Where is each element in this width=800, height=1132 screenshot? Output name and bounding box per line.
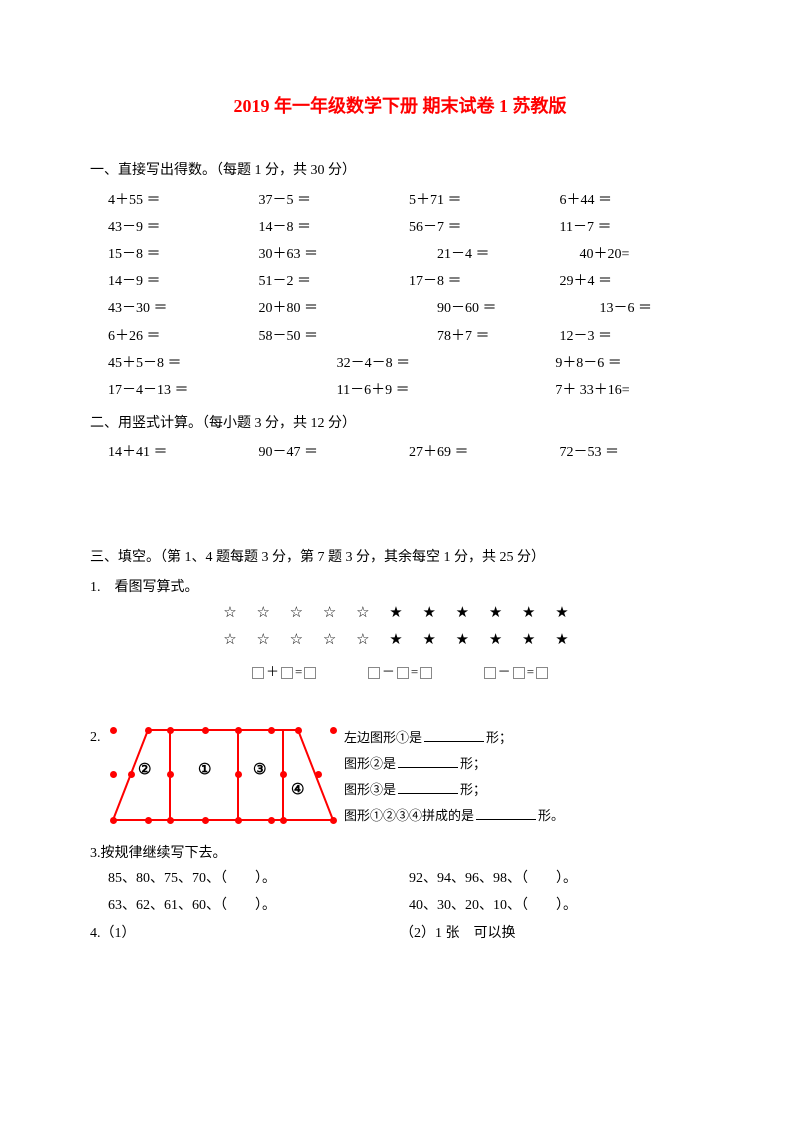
eq: 30＋63 ＝ — [259, 242, 410, 267]
eq: 90－60 ＝ — [409, 296, 560, 321]
eq: 40＋20= — [560, 242, 711, 267]
q2-line: 图形①②③④拼成的是 — [344, 808, 474, 823]
q4a: 4.（1） — [90, 921, 400, 946]
q3: 3.按规律继续写下去。 — [90, 841, 710, 866]
eq: 11－7 ＝ — [560, 215, 711, 240]
eq: 90－47 ＝ — [259, 440, 410, 465]
eq: 27＋69 ＝ — [409, 440, 560, 465]
suffix: 形。 — [538, 808, 564, 823]
eq: 11－6＋9 ＝ — [307, 378, 506, 403]
eq: 37－5 ＝ — [259, 188, 410, 213]
eq: 58－50 ＝ — [259, 324, 410, 349]
eq: 12－3 ＝ — [560, 324, 711, 349]
section-1-head: 一、直接写出得数。（每题 1 分，共 30 分） — [90, 158, 710, 183]
seq: 92、94、96、98、（ ）。 — [409, 866, 710, 891]
eq: 7＋ 33＋16= — [505, 378, 704, 403]
eq: 17－8 ＝ — [409, 269, 560, 294]
q2-num: 2. — [90, 725, 108, 750]
eq: 17－4－13 ＝ — [108, 378, 307, 403]
eq: 15－8 ＝ — [108, 242, 259, 267]
eq: 21－4 ＝ — [409, 242, 560, 267]
suffix: 形； — [486, 730, 512, 745]
eq: 14－8 ＝ — [259, 215, 410, 240]
eq: 9＋8－6 ＝ — [505, 351, 704, 376]
seq: 85、80、75、70、（ ）。 — [108, 866, 409, 891]
shape-label-1: ① — [198, 757, 211, 784]
eq: 72－53 ＝ — [560, 440, 711, 465]
seq: 40、30、20、10、（ ）。 — [409, 893, 710, 918]
section-2-row: 14＋41 ＝ 90－47 ＝ 27＋69 ＝ 72－53 ＝ — [90, 440, 710, 465]
q1: 1. 看图写算式。 — [90, 575, 710, 600]
shape-label-2: ② — [138, 757, 151, 784]
q2-line: 左边图形①是 — [344, 730, 422, 745]
eq: 43－9 ＝ — [108, 215, 259, 240]
suffix: 形； — [460, 782, 486, 797]
eq: 6＋44 ＝ — [560, 188, 711, 213]
stars-row: ☆ ☆ ☆ ☆ ☆ ★ ★ ★ ★ ★ ★ — [90, 627, 710, 654]
stars-row: ☆ ☆ ☆ ☆ ☆ ★ ★ ★ ★ ★ ★ — [90, 600, 710, 627]
eq: 13－6 ＝ — [560, 296, 711, 321]
shape-label-3: ③ — [253, 757, 266, 784]
eq: 29＋4 ＝ — [560, 269, 711, 294]
seq: 63、62、61、60、（ ）。 — [108, 893, 409, 918]
shape-diagram: ① ② ③ ④ — [108, 725, 338, 835]
eq: 5＋71 ＝ — [409, 188, 560, 213]
eq: 4＋55 ＝ — [108, 188, 259, 213]
eq: 45＋5－8 ＝ — [108, 351, 307, 376]
q2-text: 左边图形①是形； 图形②是形； 图形③是形； 图形①②③④拼成的是形。 — [344, 725, 710, 829]
eq: 32－4－8 ＝ — [307, 351, 506, 376]
page-title: 2019 年一年级数学下册 期末试卷 1 苏教版 — [90, 90, 710, 122]
q2-line: 图形②是 — [344, 756, 396, 771]
box-equations: ＋= －= －= — [90, 660, 710, 685]
section-2-head: 二、用竖式计算。（每小题 3 分，共 12 分） — [90, 411, 710, 436]
eq: 78＋7 ＝ — [409, 324, 560, 349]
eq: 20＋80 ＝ — [259, 296, 410, 321]
section-1-rows: 4＋55 ＝37－5 ＝5＋71 ＝6＋44 ＝ 43－9 ＝14－8 ＝56－… — [90, 188, 710, 404]
eq: 51－2 ＝ — [259, 269, 410, 294]
eq: 43－30 ＝ — [108, 296, 259, 321]
section-3-head: 三、填空。（第 1、4 题每题 3 分，第 7 题 3 分，其余每空 1 分，共… — [90, 545, 710, 570]
q2-line: 图形③是 — [344, 782, 396, 797]
eq: 6＋26 ＝ — [108, 324, 259, 349]
q4b: （2）1 张 可以换 — [400, 921, 710, 946]
eq: 14－9 ＝ — [108, 269, 259, 294]
eq: 14＋41 ＝ — [108, 440, 259, 465]
eq: 56－7 ＝ — [409, 215, 560, 240]
suffix: 形； — [460, 756, 486, 771]
shape-label-4: ④ — [291, 777, 304, 804]
